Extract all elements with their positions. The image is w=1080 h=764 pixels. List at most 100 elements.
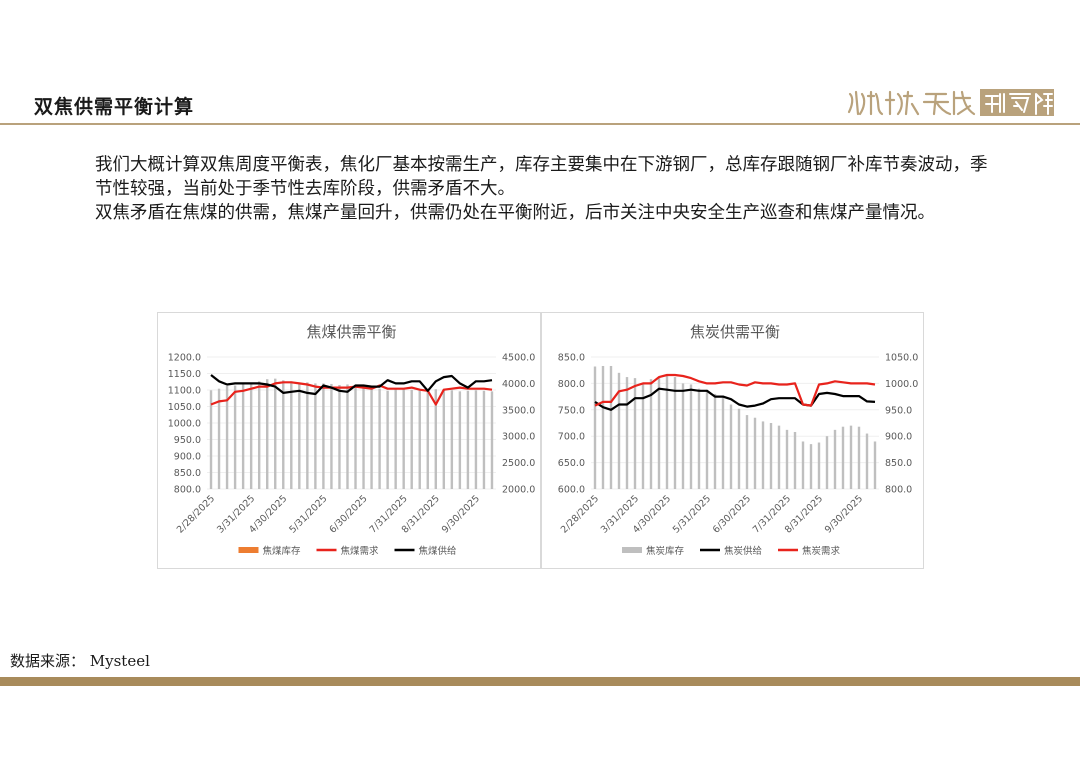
bar	[306, 382, 309, 489]
bar	[873, 441, 877, 489]
bar	[777, 425, 781, 489]
x-tick-label: 2/28/2025	[175, 493, 217, 535]
bar	[609, 365, 613, 489]
bar	[793, 431, 797, 489]
bar	[705, 389, 709, 489]
bar	[745, 415, 749, 489]
page-title: 双焦供需平衡计算	[34, 96, 195, 118]
bar	[322, 383, 325, 489]
x-tick-label: 6/30/2025	[327, 493, 369, 535]
series-line	[210, 374, 493, 396]
brand-logo	[847, 89, 1054, 116]
bar	[713, 393, 717, 489]
data-source: 数据来源： Mysteel	[10, 652, 150, 670]
series-line	[210, 381, 493, 406]
y-right-tick-label: 2000.0	[502, 485, 535, 496]
y-left-tick-label: 850.0	[558, 353, 585, 364]
y-right-tick-label: 800.0	[885, 485, 912, 496]
bar	[601, 365, 605, 489]
analysis-text: 我们大概计算双焦周度平衡表，焦化厂基本按需生产，库存主要集中在下游钢厂，总库存跟…	[95, 153, 995, 225]
bar	[729, 404, 733, 489]
bar	[282, 380, 285, 489]
bar	[217, 388, 221, 489]
bar	[233, 385, 237, 489]
bar	[625, 377, 629, 489]
y-right-tick-label: 4500.0	[502, 353, 535, 364]
y-left-tick-label: 950.0	[174, 435, 201, 446]
header-divider	[0, 123, 1080, 125]
bar	[346, 384, 349, 489]
bar	[274, 378, 277, 489]
bar	[593, 366, 597, 489]
y-right-tick-label: 900.0	[885, 432, 912, 443]
bar	[394, 388, 397, 489]
coke-chart-svg: 焦炭供需平衡 600.0 650.0 700.0 750.0 800.0 850.0 800.…	[558, 323, 918, 557]
y-right-tick-label: 1000.0	[885, 379, 918, 390]
y-left-tick-label: 800.0	[174, 485, 201, 496]
bar	[697, 388, 701, 489]
bar	[849, 425, 853, 489]
bar	[354, 385, 357, 489]
y-left-tick-label: 1100.0	[168, 386, 201, 397]
bar	[673, 377, 677, 489]
bar	[386, 390, 389, 489]
y-left-tick-label: 600.0	[558, 485, 585, 496]
paragraph-supply-demand: 我们大概计算双焦周度平衡表，焦化厂基本按需生产，库存主要集中在下游钢厂，总库存跟…	[95, 155, 988, 199]
bar	[681, 383, 685, 489]
bar	[633, 378, 637, 489]
bar	[225, 386, 229, 489]
bar	[753, 417, 757, 489]
y-right-tick-label: 1050.0	[885, 353, 918, 364]
bar	[290, 381, 293, 489]
legend-label: 焦煤需求	[341, 545, 380, 557]
y-left-tick-label: 750.0	[558, 405, 585, 416]
bar	[241, 384, 245, 489]
x-tick-label: 6/30/2025	[711, 493, 753, 535]
bar	[418, 390, 421, 489]
bar	[721, 396, 725, 489]
bar	[649, 379, 653, 489]
y-left-tick-label: 700.0	[558, 432, 585, 443]
y-right-tick-label: 850.0	[885, 458, 912, 469]
y-left-tick-label: 850.0	[174, 468, 201, 479]
legend-swatch	[238, 547, 259, 553]
bar	[266, 379, 269, 489]
series-line	[594, 373, 876, 407]
bar	[314, 383, 317, 489]
y-left-tick-label: 650.0	[558, 458, 585, 469]
y-right-tick-label: 3500.0	[502, 405, 535, 416]
bar	[362, 386, 365, 489]
paragraph-coking-coal: 双焦矛盾在焦煤的供需，焦煤产量回升，供需仍处在平衡附近，后市关注中央安全生产巡查…	[95, 203, 935, 223]
bar	[801, 441, 805, 489]
coke-chart: 焦炭供需平衡 600.0 650.0 700.0 750.0 800.0 850.0 800.…	[541, 312, 924, 569]
coking-coal-chart: 焦煤供需平衡 800.0 850.0 900.0 950.0 1000.0 1050.0 11…	[157, 312, 541, 569]
bar	[641, 383, 645, 489]
bar	[769, 423, 773, 489]
y-left-tick-label: 1150.0	[168, 369, 201, 380]
bar	[402, 389, 405, 489]
legend-swatch	[622, 547, 642, 553]
legend-label: 焦炭库存	[646, 545, 685, 557]
bar	[737, 408, 741, 489]
bar	[865, 433, 869, 489]
bar	[482, 390, 486, 489]
bar	[298, 382, 301, 489]
bar	[833, 429, 837, 489]
footer-bar	[0, 677, 1080, 686]
bar	[338, 384, 341, 489]
bar	[617, 372, 621, 489]
y-right-tick-label: 2500.0	[502, 458, 535, 469]
bar	[474, 390, 478, 489]
bar	[257, 381, 261, 489]
legend-label: 焦炭需求	[802, 545, 841, 557]
bar	[809, 444, 813, 489]
bar	[466, 390, 470, 489]
bar	[410, 389, 413, 489]
x-tick-label: 9/30/2025	[823, 493, 865, 535]
bar	[442, 389, 446, 489]
bar	[825, 436, 829, 489]
bar	[370, 387, 373, 489]
x-tick-label: 9/30/2025	[440, 493, 482, 535]
y-left-tick-label: 800.0	[558, 379, 585, 390]
bar	[761, 421, 765, 489]
